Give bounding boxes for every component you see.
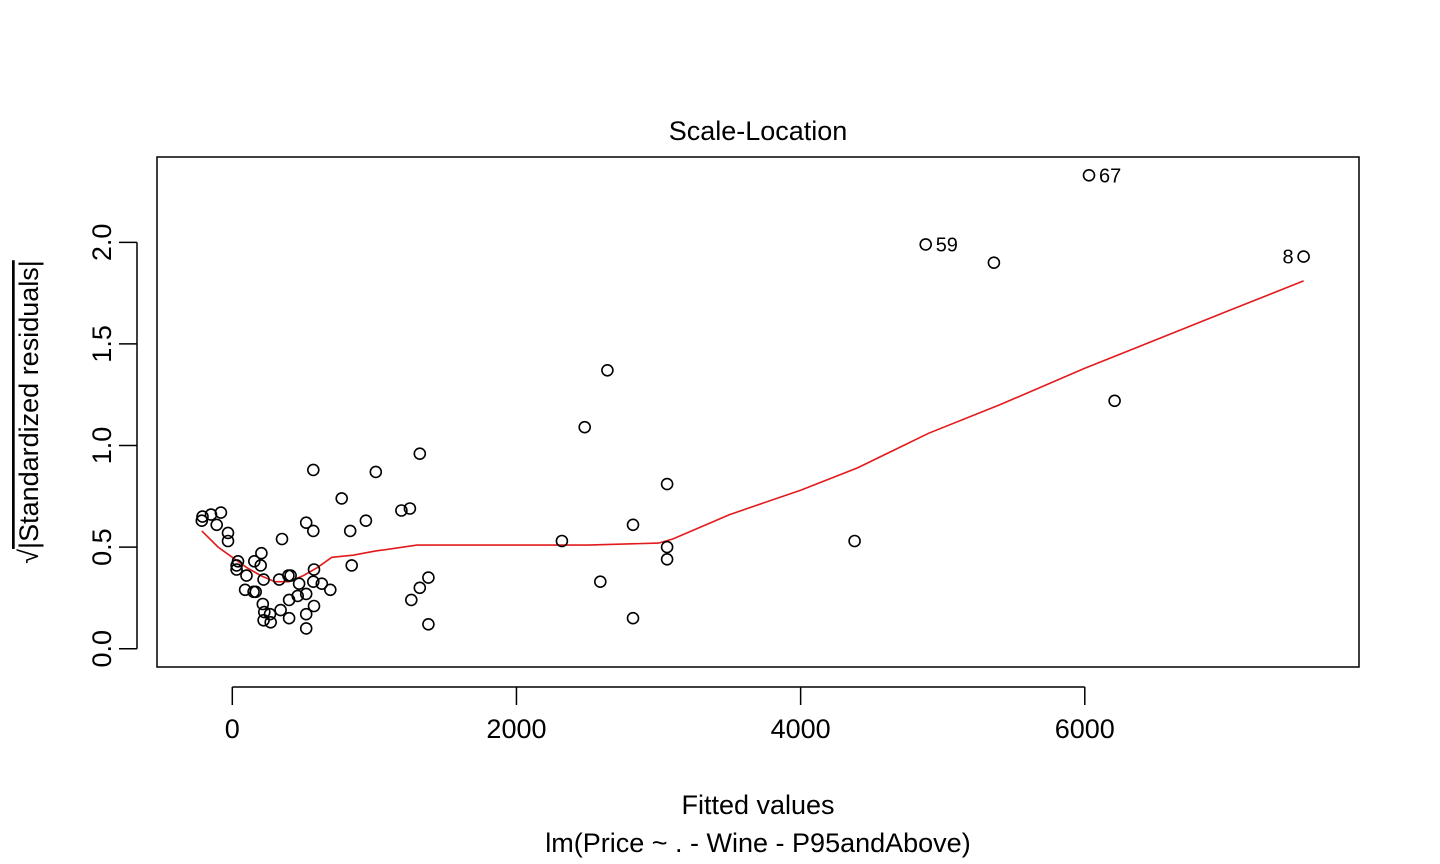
x-tick-label: 4000 [771, 714, 831, 744]
data-point [274, 603, 287, 617]
data-point [404, 593, 418, 607]
y-axis-label-group: √|Standardized residuals| [14, 260, 44, 564]
point-label: 67 [1099, 165, 1121, 187]
data-point [210, 518, 223, 532]
data-point [345, 559, 359, 572]
data-point [221, 526, 235, 540]
data-point [307, 599, 321, 613]
data-point [257, 573, 270, 586]
data-point [306, 524, 320, 538]
data-point [214, 506, 228, 519]
data-point [264, 615, 278, 629]
data-point [221, 534, 235, 548]
data-point [248, 554, 261, 568]
data-point [555, 534, 569, 548]
data-point [299, 622, 313, 635]
data-point [422, 617, 435, 631]
data-point [299, 587, 313, 601]
data-point [626, 518, 640, 532]
data-point [306, 575, 320, 589]
data-point [1297, 250, 1310, 263]
data-point [626, 611, 640, 625]
x-axis: 0 2000 4000 6000 [225, 686, 1115, 744]
data-point [660, 477, 674, 491]
x-tick-label: 0 [225, 714, 240, 744]
x-tick-label: 2000 [486, 714, 546, 744]
y-tick-label: 0.5 [87, 528, 117, 566]
data-point [987, 256, 1001, 270]
data-point [660, 552, 674, 566]
data-point [284, 569, 297, 582]
data-point [413, 447, 427, 461]
data-point [299, 516, 313, 530]
data-point [335, 492, 349, 505]
x-axis-label: Fitted values [681, 790, 834, 820]
data-point [369, 465, 383, 479]
smooth-line [201, 280, 1304, 583]
data-point [254, 559, 268, 572]
point-label: 8 [1282, 247, 1293, 269]
point-labels-layer: 67 59 8 [936, 165, 1294, 268]
data-point [231, 554, 245, 568]
point-label: 59 [936, 234, 958, 256]
smooth-line-layer [201, 280, 1304, 583]
plot-frame [156, 156, 1360, 668]
data-point [240, 569, 253, 582]
data-point [306, 463, 320, 477]
data-point [230, 563, 243, 576]
y-tick-label: 1.5 [87, 325, 117, 363]
data-point [359, 514, 373, 528]
data-point [593, 575, 607, 589]
data-point [275, 532, 289, 546]
data-point [323, 583, 337, 597]
data-point [291, 589, 305, 603]
y-axis-label-text: |Standardized residuals| [14, 260, 44, 549]
data-point [315, 577, 329, 591]
data-point [601, 363, 614, 377]
data-point [848, 534, 861, 548]
data-point [249, 585, 262, 599]
data-point [919, 238, 933, 251]
data-point [196, 510, 209, 523]
data-point [292, 577, 306, 591]
data-point [578, 420, 592, 434]
data-point [257, 605, 271, 619]
x-axis-sublabel: lm(Price ~ . - Wine - P95andAbove) [545, 828, 970, 858]
data-point [343, 524, 357, 538]
y-axis-label: √|Standardized residuals| [14, 260, 44, 564]
data-point [422, 571, 435, 584]
y-tick-label: 0.0 [87, 630, 117, 668]
data-point [1108, 394, 1121, 408]
data-point [263, 607, 277, 621]
y-axis: 0.0 0.5 1.0 1.5 2.0 [87, 224, 138, 668]
y-tick-label: 1.0 [87, 427, 117, 465]
data-point [299, 607, 313, 621]
data-point [255, 546, 268, 560]
data-point [256, 597, 270, 611]
data-point [660, 540, 674, 554]
data-point [282, 611, 296, 625]
y-axis-label-radical: √ [14, 549, 44, 564]
data-point [395, 504, 408, 517]
data-point [413, 581, 427, 595]
data-point [1082, 169, 1096, 182]
x-tick-label: 6000 [1055, 714, 1115, 744]
data-point [403, 502, 417, 515]
data-point [195, 514, 209, 528]
points-layer [195, 169, 1310, 635]
data-point [307, 563, 321, 576]
chart-title: Scale-Location [669, 116, 848, 146]
y-tick-label: 2.0 [87, 224, 117, 262]
